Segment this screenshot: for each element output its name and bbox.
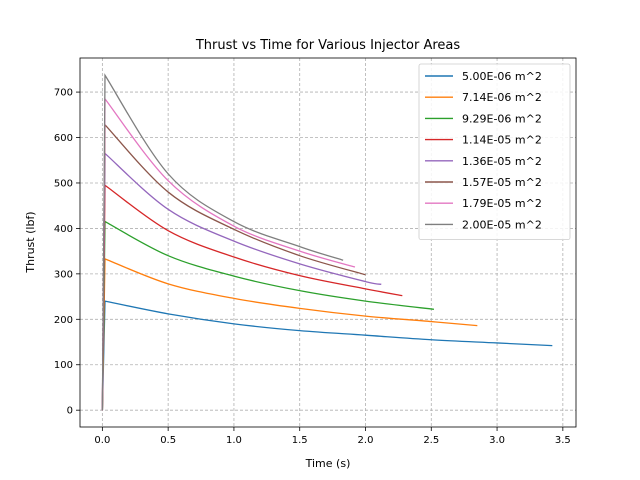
x-tick-label: 0.0 <box>94 435 110 446</box>
grid <box>80 58 576 427</box>
x-axis-label: Time (s) <box>305 457 351 470</box>
y-tick-label: 100 <box>54 360 73 371</box>
x-tick-label: 1.5 <box>292 435 308 446</box>
y-axis-label: Thrust (lbf) <box>24 211 37 273</box>
legend-label-8: 2.00E-05 m^2 <box>462 218 542 231</box>
legend-label-4: 1.14E-05 m^2 <box>462 134 542 147</box>
series-line-6 <box>101 123 366 411</box>
x-tick-label: 2.0 <box>358 435 374 446</box>
legend-label-7: 1.79E-05 m^2 <box>462 197 542 210</box>
legend-label-3: 9.29E-06 m^2 <box>462 112 542 125</box>
y-tick-label: 300 <box>54 269 73 280</box>
y-tick-label: 700 <box>54 88 73 99</box>
plot-frame <box>79 57 577 428</box>
series-line-4 <box>101 183 403 411</box>
chart-title: Thrust vs Time for Various Injector Area… <box>195 38 460 53</box>
series-line-5 <box>101 151 382 411</box>
x-axis-ticks: 0.0 0.5 1.0 1.5 2.0 2.5 3.0 3.5 <box>94 427 571 446</box>
y-tick-label: 500 <box>54 178 73 189</box>
y-tick-label: 600 <box>54 133 73 144</box>
y-tick-label: 200 <box>54 315 73 326</box>
legend-label-1: 5.00E-06 m^2 <box>462 70 542 83</box>
x-tick-label: 0.5 <box>160 435 176 446</box>
series-line-7 <box>101 97 356 411</box>
series-line-2 <box>101 257 478 411</box>
legend-label-2: 7.14E-06 m^2 <box>462 91 542 104</box>
legend-label-5: 1.36E-05 m^2 <box>462 155 542 168</box>
series-line-3 <box>101 220 434 411</box>
legend-box <box>418 63 571 241</box>
legend-label-6: 1.57E-05 m^2 <box>462 176 542 189</box>
legend: 5.00E-06 m^2 7.14E-06 m^2 9.29E-06 m^2 1.14… <box>418 63 571 241</box>
y-axis-ticks: 0 100 200 300 400 500 600 700 <box>54 88 80 417</box>
x-tick-label: 2.5 <box>423 435 439 446</box>
x-tick-label: 1.0 <box>226 435 242 446</box>
series-line-8 <box>101 73 344 411</box>
series-lines <box>101 73 553 411</box>
x-tick-label: 3.5 <box>555 435 571 446</box>
y-tick-label: 400 <box>54 224 73 235</box>
y-tick-label: 0 <box>67 406 73 417</box>
series-line-1 <box>101 300 553 411</box>
x-tick-label: 3.0 <box>489 435 505 446</box>
